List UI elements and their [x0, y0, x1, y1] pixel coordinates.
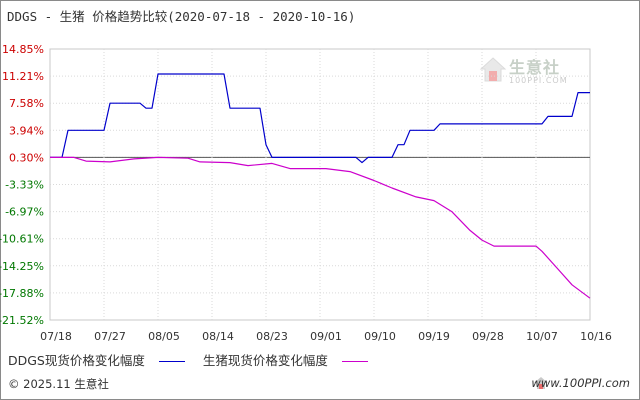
watermark: 生意社 100PPI.COM: [479, 52, 579, 92]
grid: [49, 48, 591, 321]
chart-title: DDGS - 生猪 价格趋势比较(2020-07-18 - 2020-10-16…: [7, 9, 356, 24]
x-axis: 07/18 07/27 08/05 08/14 08/23 09/01 09/10 09/19…: [40, 330, 612, 343]
copyright-text: © 2025.11 生意社: [8, 377, 109, 391]
x-tick-label: 10/16: [580, 330, 612, 343]
y-tick-label: -6.97%: [5, 206, 44, 219]
series-line-pig: [50, 156, 591, 299]
legend-swatch-pig: [341, 361, 368, 362]
y-tick-label: 14.85%: [2, 43, 44, 56]
x-tick-label: 09/19: [418, 330, 450, 343]
x-tick-label: 10/07: [526, 330, 558, 343]
footer-logo-icon: [534, 377, 548, 389]
y-tick-label: -3.33%: [5, 179, 44, 192]
x-tick-label: 09/10: [364, 330, 396, 343]
y-tick-label: -14.25%: [0, 260, 44, 273]
legend-item-pig: 生猪现货价格变化幅度: [203, 350, 378, 369]
x-tick-label: 08/05: [148, 330, 180, 343]
y-tick-label: -17.88%: [0, 287, 44, 300]
y-axis: 14.85% 11.21% 7.58% 3.94% 0.30% -3.33% -6.97% -…: [0, 43, 44, 327]
watermark-subtext: 100PPI.COM: [509, 76, 568, 85]
x-tick-label: 08/14: [202, 330, 234, 343]
series-line-ddgs: [50, 73, 590, 164]
x-tick-label: 09/01: [310, 330, 342, 343]
y-tick-label: -21.52%: [0, 314, 44, 327]
y-tick-label: 0.30%: [9, 151, 44, 164]
x-tick-label: 07/18: [40, 330, 72, 343]
y-tick-label: 3.94%: [9, 124, 44, 137]
legend-item-ddgs: DDGS现货价格变化幅度: [8, 350, 195, 369]
legend-label-pig: 生猪现货价格变化幅度: [202, 353, 328, 368]
x-tick-label: 07/27: [94, 330, 126, 343]
x-tick-label: 08/23: [256, 330, 288, 343]
series-layer: [50, 73, 591, 299]
legend-label-ddgs: DDGS现货价格变化幅度: [8, 353, 145, 368]
x-tick-label: 09/28: [472, 330, 504, 343]
legend: DDGS现货价格变化幅度 生猪现货价格变化幅度: [8, 350, 382, 368]
y-tick-label: 7.58%: [9, 97, 44, 110]
watermark-text: 生意社: [509, 58, 561, 77]
y-tick-label: -10.61%: [0, 233, 44, 246]
y-tick-label: 11.21%: [2, 70, 44, 83]
house-logo-icon: [479, 57, 507, 82]
website-link[interactable]: www.100PPI.com: [531, 376, 630, 390]
legend-swatch-ddgs: [158, 361, 185, 362]
